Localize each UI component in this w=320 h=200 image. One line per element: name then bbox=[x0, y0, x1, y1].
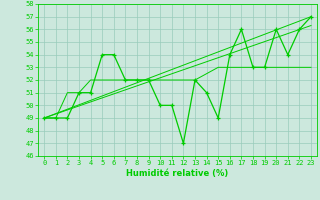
X-axis label: Humidité relative (%): Humidité relative (%) bbox=[126, 169, 229, 178]
